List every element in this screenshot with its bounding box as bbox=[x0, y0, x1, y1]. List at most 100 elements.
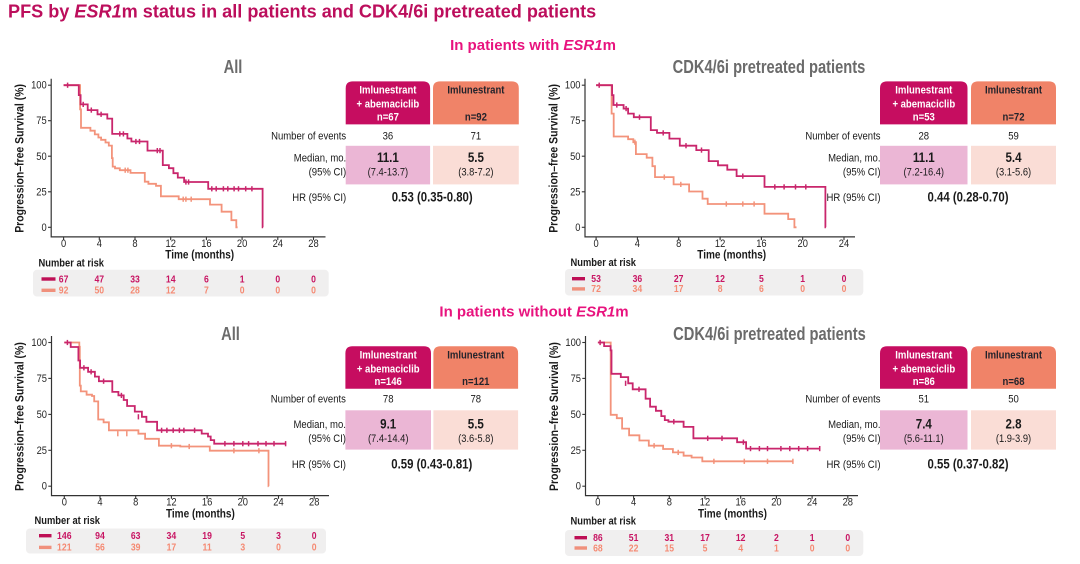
svg-text:8: 8 bbox=[667, 497, 672, 509]
svg-text:71: 71 bbox=[471, 130, 482, 142]
svg-text:0: 0 bbox=[312, 531, 317, 542]
svg-text:5: 5 bbox=[240, 531, 245, 542]
svg-text:1: 1 bbox=[240, 274, 245, 285]
svg-text:68: 68 bbox=[593, 543, 603, 554]
svg-text:Number at risk: Number at risk bbox=[571, 516, 637, 528]
svg-text:4: 4 bbox=[635, 238, 640, 250]
svg-text:Progression–free Survival (%): Progression–free Survival (%) bbox=[13, 84, 27, 233]
svg-text:4: 4 bbox=[738, 543, 743, 554]
svg-text:100: 100 bbox=[31, 80, 47, 92]
svg-text:(5.6-11.1): (5.6-11.1) bbox=[904, 433, 944, 445]
svg-text:56: 56 bbox=[95, 543, 105, 554]
svg-text:20: 20 bbox=[238, 497, 248, 509]
svg-text:50: 50 bbox=[95, 286, 105, 297]
svg-text:12: 12 bbox=[715, 238, 725, 250]
svg-text:(95% CI): (95% CI) bbox=[308, 433, 346, 445]
svg-text:Progression–free Survival (%): Progression–free Survival (%) bbox=[13, 342, 27, 491]
svg-text:75: 75 bbox=[37, 373, 47, 385]
svg-text:25: 25 bbox=[570, 186, 580, 198]
svg-text:n=92: n=92 bbox=[465, 111, 487, 123]
svg-text:Time (months): Time (months) bbox=[697, 247, 766, 261]
svg-text:HR (95% CI): HR (95% CI) bbox=[292, 459, 346, 471]
svg-text:75: 75 bbox=[36, 115, 46, 127]
svg-text:+ abemaciclib: + abemaciclib bbox=[892, 363, 955, 375]
svg-text:9.1: 9.1 bbox=[380, 416, 396, 431]
svg-text:4: 4 bbox=[631, 497, 636, 509]
svg-text:All: All bbox=[224, 56, 243, 77]
svg-text:100: 100 bbox=[565, 80, 581, 92]
svg-text:27: 27 bbox=[674, 274, 684, 285]
svg-text:16: 16 bbox=[736, 497, 746, 509]
svg-text:Imlunestrant: Imlunestrant bbox=[985, 85, 1042, 97]
svg-text:5: 5 bbox=[759, 274, 764, 285]
svg-text:2: 2 bbox=[774, 533, 779, 544]
svg-text:0: 0 bbox=[312, 543, 317, 554]
svg-text:All: All bbox=[221, 323, 240, 344]
svg-text:0: 0 bbox=[276, 543, 281, 554]
svg-text:92: 92 bbox=[59, 286, 69, 297]
svg-text:Imlunestrant: Imlunestrant bbox=[895, 85, 952, 97]
svg-text:n=72: n=72 bbox=[1003, 111, 1025, 123]
svg-text:0: 0 bbox=[275, 286, 280, 297]
svg-text:Number at risk: Number at risk bbox=[571, 257, 637, 269]
svg-text:HR (95% CI): HR (95% CI) bbox=[827, 192, 881, 204]
svg-text:Number of events: Number of events bbox=[271, 393, 346, 405]
svg-text:HR (95% CI): HR (95% CI) bbox=[292, 192, 346, 204]
svg-text:Time (months): Time (months) bbox=[165, 247, 234, 261]
svg-text:PFS by ESR1m status in all pat: PFS by ESR1m status in all patients and … bbox=[8, 2, 596, 22]
svg-text:n=121: n=121 bbox=[462, 376, 489, 388]
svg-text:0: 0 bbox=[62, 497, 67, 509]
svg-text:Time (months): Time (months) bbox=[166, 506, 235, 520]
svg-text:12: 12 bbox=[715, 274, 725, 285]
svg-text:Time (months): Time (months) bbox=[698, 506, 767, 520]
svg-text:67: 67 bbox=[59, 274, 69, 285]
svg-text:0.55 (0.37-0.82): 0.55 (0.37-0.82) bbox=[928, 456, 1009, 471]
svg-text:0: 0 bbox=[311, 274, 316, 285]
svg-text:17: 17 bbox=[674, 284, 684, 295]
svg-text:5.4: 5.4 bbox=[1005, 150, 1021, 165]
svg-text:2.8: 2.8 bbox=[1005, 416, 1021, 431]
svg-text:33: 33 bbox=[130, 274, 140, 285]
svg-text:16: 16 bbox=[201, 238, 211, 250]
svg-text:11.1: 11.1 bbox=[377, 150, 399, 165]
svg-text:5.5: 5.5 bbox=[468, 416, 484, 431]
svg-text:51: 51 bbox=[629, 533, 639, 544]
svg-text:+ abemaciclib: + abemaciclib bbox=[357, 363, 420, 375]
svg-text:Imlunestrant: Imlunestrant bbox=[447, 85, 504, 97]
svg-text:0: 0 bbox=[311, 286, 316, 297]
svg-text:1: 1 bbox=[800, 274, 805, 285]
svg-text:Median, mo.: Median, mo. bbox=[294, 153, 346, 165]
svg-text:7: 7 bbox=[204, 286, 209, 297]
svg-text:n=67: n=67 bbox=[377, 111, 399, 123]
svg-text:12: 12 bbox=[700, 497, 710, 509]
svg-text:12: 12 bbox=[166, 497, 176, 509]
svg-text:n=68: n=68 bbox=[1003, 376, 1025, 388]
svg-text:121: 121 bbox=[57, 543, 72, 554]
svg-text:17: 17 bbox=[700, 533, 710, 544]
svg-text:(7.4-14.4): (7.4-14.4) bbox=[368, 433, 409, 445]
svg-text:+ abemaciclib: + abemaciclib bbox=[357, 99, 420, 111]
svg-text:24: 24 bbox=[839, 238, 849, 250]
svg-text:6: 6 bbox=[204, 274, 209, 285]
svg-text:8: 8 bbox=[133, 497, 138, 509]
svg-text:1: 1 bbox=[774, 543, 779, 554]
svg-text:(3.1-5.6): (3.1-5.6) bbox=[996, 166, 1031, 178]
svg-text:94: 94 bbox=[95, 531, 105, 542]
svg-text:22: 22 bbox=[629, 543, 639, 554]
svg-text:24: 24 bbox=[273, 238, 283, 250]
svg-text:Number of events: Number of events bbox=[805, 130, 880, 142]
svg-text:0: 0 bbox=[240, 286, 245, 297]
svg-text:0.53 (0.35-0.80): 0.53 (0.35-0.80) bbox=[392, 190, 473, 205]
svg-text:6: 6 bbox=[759, 284, 764, 295]
svg-text:Median, mo.: Median, mo. bbox=[294, 419, 346, 431]
svg-text:7.4: 7.4 bbox=[916, 416, 932, 431]
svg-text:19: 19 bbox=[202, 531, 212, 542]
svg-text:3: 3 bbox=[240, 543, 245, 554]
svg-text:1: 1 bbox=[810, 533, 815, 544]
svg-text:Median, mo.: Median, mo. bbox=[828, 153, 880, 165]
svg-text:Number at risk: Number at risk bbox=[39, 257, 105, 269]
svg-text:25: 25 bbox=[37, 445, 47, 457]
svg-text:(3.8-7.2): (3.8-7.2) bbox=[458, 166, 493, 178]
svg-text:In patients with ESR1m: In patients with ESR1m bbox=[450, 37, 616, 54]
svg-text:16: 16 bbox=[756, 238, 766, 250]
